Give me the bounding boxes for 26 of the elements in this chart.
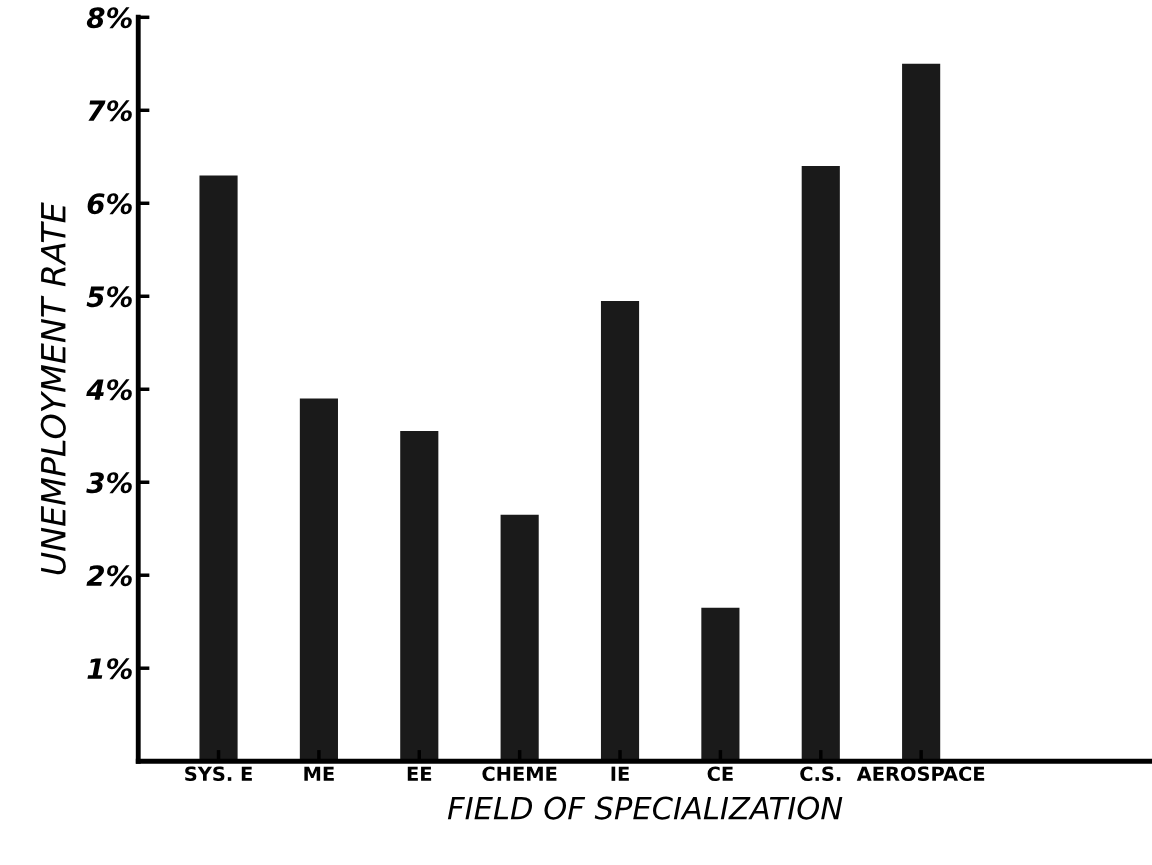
x-tick-label: IE bbox=[611, 766, 629, 781]
x-tick-label: SYS. E bbox=[185, 766, 252, 782]
bar bbox=[600, 300, 640, 762]
bar bbox=[500, 514, 539, 762]
x-tick-label: CHEME bbox=[482, 766, 557, 782]
y-tick-label: 8% bbox=[86, 7, 132, 29]
y-tick-label: 2% bbox=[86, 565, 132, 587]
x-tick-label: C.S. bbox=[800, 766, 841, 782]
y-tick-label: 6% bbox=[87, 193, 132, 215]
x-tick-label: CE bbox=[707, 766, 733, 782]
bar bbox=[299, 398, 338, 762]
y-axis-title: UNEMPLOYMENT RATE bbox=[40, 202, 66, 575]
y-tick-label: 5% bbox=[86, 286, 132, 308]
y-tick-label: 4% bbox=[86, 379, 132, 401]
bar bbox=[199, 175, 238, 762]
y-tick-label: 3% bbox=[86, 472, 132, 494]
y-tick-label: 7% bbox=[88, 100, 132, 122]
x-tick-label: EE bbox=[407, 766, 432, 781]
x-axis-title: FIELD OF SPECIALIZATION bbox=[447, 796, 843, 820]
bar bbox=[400, 431, 439, 762]
bar bbox=[801, 166, 840, 762]
bar bbox=[701, 607, 740, 762]
x-tick-label: ME bbox=[304, 766, 334, 781]
y-tick-label: 1% bbox=[87, 658, 132, 680]
bar bbox=[902, 63, 941, 762]
x-tick-label: AEROSPACE bbox=[856, 766, 985, 782]
